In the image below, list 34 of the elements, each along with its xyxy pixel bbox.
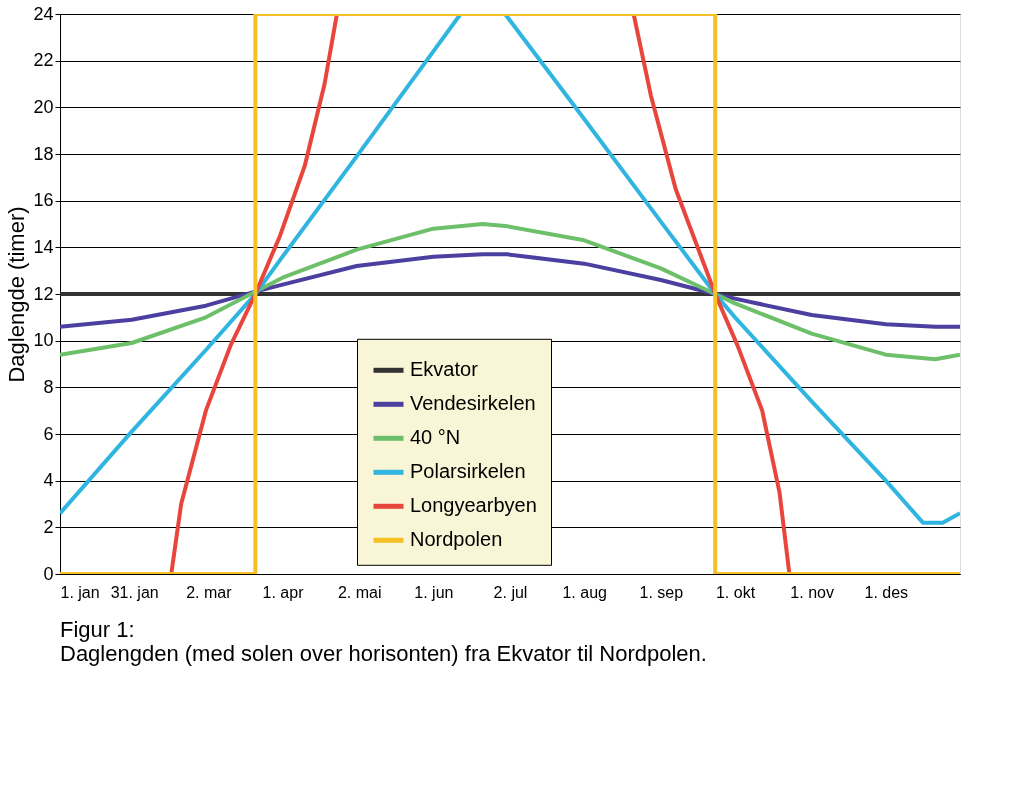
- text: Figur 1:: [60, 617, 135, 642]
- x-tick-label: 2. jul: [493, 583, 528, 601]
- y-tick-label: 6: [43, 423, 54, 444]
- y-tick-label: 24: [33, 3, 54, 24]
- y-tick-label: 12: [33, 283, 54, 304]
- x-tick-label: 1. jun: [414, 583, 454, 601]
- y-axis-title: Daglengde (timer): [4, 206, 30, 383]
- x-tick-label: 2. mar: [186, 583, 233, 601]
- legend-label: Nordpolen: [410, 528, 503, 551]
- x-tick-label: 1. jan: [60, 583, 100, 601]
- y-tick-label: 0: [43, 563, 54, 584]
- y-tick-label: 22: [33, 50, 54, 71]
- x-tick-label: 1. nov: [790, 583, 834, 601]
- y-tick-label: 10: [33, 330, 54, 351]
- legend-label: Polarsirkelen: [410, 460, 526, 483]
- x-tick-label: 1. okt: [715, 583, 756, 601]
- y-tick-label: 4: [43, 470, 54, 491]
- x-tick-label: 1. des: [864, 583, 909, 601]
- y-tick-label: 18: [33, 143, 54, 164]
- legend-label: Longyearbyen: [410, 494, 537, 517]
- x-tick-label: 1. sep: [639, 583, 684, 601]
- x-tick-label: 31. jan: [110, 583, 159, 601]
- y-tick-label: 2: [43, 516, 54, 537]
- y-tick-label: 16: [33, 190, 54, 211]
- y-tick-label: 8: [43, 376, 54, 397]
- y-tick-label: 20: [33, 96, 54, 117]
- text: Daglengden (med solen over horisonten) fra Ekvator til Nordpolen.: [60, 641, 707, 666]
- legend-label: Ekvator: [410, 358, 479, 381]
- x-tick-label: 2. mai: [337, 583, 382, 601]
- x-tick-label: 1. aug: [562, 583, 607, 601]
- legend-label: Vendesirkelen: [410, 392, 536, 415]
- legend-label: 40 °N: [410, 426, 461, 449]
- y-tick-label: 14: [33, 236, 54, 257]
- x-tick-label: 1. apr: [262, 583, 305, 601]
